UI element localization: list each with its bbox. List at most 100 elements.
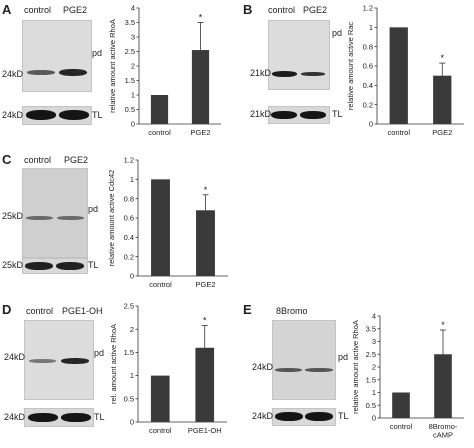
bar-chart-a: relative amount active RhoA 0 0.5 1 1.5 2 2.5 3… xyxy=(108,4,221,137)
y-tick-label: 2 xyxy=(130,325,134,334)
x-tick-label: control xyxy=(390,422,413,431)
blot-band xyxy=(275,412,303,421)
blot-band xyxy=(25,262,53,270)
blot-lane-label-control: control xyxy=(24,155,52,165)
blot-total-lysate xyxy=(22,258,88,274)
y-tick-label: 2 xyxy=(131,62,135,71)
y-axis-label: relative amount active RhoA xyxy=(351,320,360,414)
y-tick-label: 3.5 xyxy=(366,324,376,333)
marker-tl: 24kD xyxy=(4,412,26,422)
bar xyxy=(389,27,408,124)
y-tick-label: 0 xyxy=(130,272,134,281)
y-tick-label: 4 xyxy=(372,312,376,321)
y-tick-label: 0.4 xyxy=(124,233,134,242)
blot-lane-label-treatment: PGE2 xyxy=(63,5,88,15)
tl-label: TL xyxy=(92,110,103,120)
blot-band xyxy=(59,69,87,76)
blot-band xyxy=(61,358,89,364)
blot-band xyxy=(301,72,325,76)
bar xyxy=(196,210,215,276)
y-tick-label: 3 xyxy=(372,337,376,346)
y-tick-label: 0.8 xyxy=(363,42,373,51)
x-tick-label: control xyxy=(149,280,172,289)
y-tick-label: 3 xyxy=(131,33,135,42)
significance-marker: * xyxy=(204,185,208,195)
blot-lane-label-treatment: PGE1-OH xyxy=(62,306,103,316)
marker-tl: 25kD xyxy=(2,260,24,270)
x-tick-label: PGE2 xyxy=(432,128,452,137)
pd-label: pd xyxy=(332,28,343,38)
blot-pulldown xyxy=(24,320,94,400)
y-tick-label: 1.5 xyxy=(366,375,376,384)
y-axis-label: relative amount active Cdc42 xyxy=(107,170,116,267)
bar xyxy=(151,179,170,276)
bar xyxy=(150,375,170,422)
pd-label: pd xyxy=(92,48,103,58)
panel-letter-e: E xyxy=(243,302,252,317)
y-tick-label: 2 xyxy=(372,363,376,372)
y-tick-label: 0.2 xyxy=(124,252,134,261)
blot-band xyxy=(59,110,89,120)
bar xyxy=(150,95,169,124)
blot-pulldown xyxy=(272,320,336,400)
y-tick-label: 0.8 xyxy=(124,194,134,203)
blot-band xyxy=(28,413,58,422)
x-tick-label: 8Bromo- xyxy=(429,422,458,431)
y-tick-label: 0.5 xyxy=(125,105,135,114)
tl-label: TL xyxy=(94,412,105,422)
x-tick-label: control xyxy=(148,128,171,137)
y-tick-label: 1 xyxy=(369,23,373,32)
blot-total-lysate xyxy=(268,106,330,124)
blot-band xyxy=(271,111,297,119)
y-tick-label: 0 xyxy=(131,120,135,129)
blot-band xyxy=(275,368,302,372)
tl-label: TL xyxy=(88,260,99,270)
y-tick-label: 1 xyxy=(130,371,134,380)
marker-tl: 21kD xyxy=(250,109,272,119)
marker-pd: 25kD xyxy=(2,211,24,221)
blot-lane-label-control: control xyxy=(26,306,54,316)
marker-tl: 24kD xyxy=(2,110,24,120)
y-tick-label: 1.2 xyxy=(124,156,134,165)
blot-band xyxy=(56,262,84,270)
marker-pd: 24kD xyxy=(252,362,274,372)
pd-label: pd xyxy=(88,204,99,214)
bar xyxy=(392,392,410,418)
marker-tl: 24kD xyxy=(252,411,274,421)
blot-band xyxy=(26,216,53,220)
blot-total-lysate xyxy=(272,408,336,426)
y-tick-label: 0 xyxy=(130,418,134,427)
blot-band xyxy=(26,110,56,120)
bar xyxy=(195,347,215,422)
blot-band xyxy=(27,70,55,75)
significance-marker: * xyxy=(441,320,445,330)
y-tick-label: 1.5 xyxy=(124,348,134,357)
y-tick-label: 0.4 xyxy=(363,81,373,90)
blot-pulldown xyxy=(22,20,92,92)
blot-band xyxy=(305,368,333,372)
bar xyxy=(191,50,210,124)
blot-pulldown xyxy=(22,168,88,258)
panel-letter-b: B xyxy=(243,2,253,17)
significance-marker: * xyxy=(440,53,444,63)
y-tick-label: 2.5 xyxy=(366,350,376,359)
y-tick-label: 2.5 xyxy=(125,47,135,56)
marker-pd: 24kD xyxy=(2,69,24,79)
tl-label: TL xyxy=(332,109,343,119)
y-tick-label: 0.5 xyxy=(366,401,376,410)
bar-chart-e: relative amount active RhoA 0 0.5 1 1.5 2 2.5 3… xyxy=(351,312,464,440)
y-tick-label: 0.6 xyxy=(124,214,134,223)
blot-total-lysate xyxy=(22,106,92,125)
y-tick-label: 0.6 xyxy=(363,62,373,71)
bar xyxy=(433,75,452,124)
marker-pd: 21kD xyxy=(250,68,272,78)
y-tick-label: 0 xyxy=(372,414,376,423)
y-tick-label: 1 xyxy=(372,388,376,397)
bar-chart-c: relative amount active Cdc42 0 0.2 0.4 0.6 0.… xyxy=(107,156,228,289)
y-tick-label: 0.2 xyxy=(363,100,373,109)
y-axis-label: rel. amount active RhoA xyxy=(109,324,118,404)
blot-band xyxy=(57,216,84,220)
bar-chart-b: relative amount active Rac 0 0.2 0.4 0.6 0.8 1… xyxy=(346,4,464,137)
pd-label: pd xyxy=(338,352,349,362)
blot-band xyxy=(300,111,326,119)
